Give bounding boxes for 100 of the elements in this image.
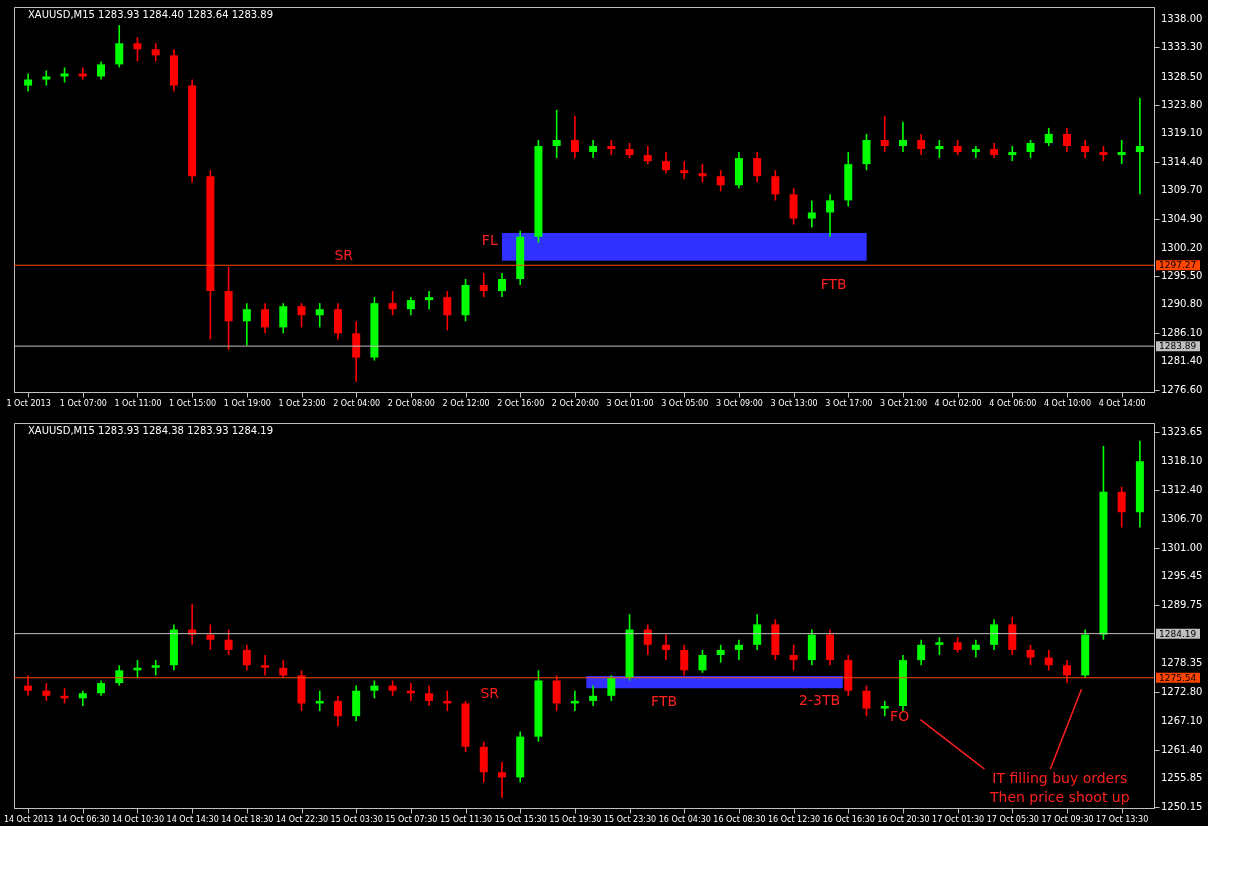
candlestick [643,623,652,656]
candlestick [333,695,342,728]
candlestick [826,193,835,238]
x-tick-label: 2 Oct 20:00 [551,398,599,408]
candlestick [261,654,270,677]
candlestick [1135,96,1144,196]
candlestick [133,36,142,63]
x-tick-label: 2 Oct 12:00 [442,398,490,408]
y-tick-label: 1278.35 [1161,657,1203,669]
chart-title: XAUUSD,M15 1283.93 1284.38 1283.93 1284.19 [28,425,274,436]
x-tick-label: 3 Oct 17:00 [825,398,873,408]
y-tick-label: 1255.85 [1161,772,1203,784]
x-tick-label: 4 Oct 06:00 [989,398,1037,408]
candlestick [662,151,671,175]
ref-line-label: 1275.54 [1159,672,1197,683]
y-tick-label: 1276.60 [1161,384,1203,396]
candlestick [880,700,889,718]
y-tick-label: 1338.00 [1161,13,1203,25]
candlestick [242,644,251,672]
annotation: FO [890,707,910,724]
x-tick-label: 16 Oct 08:30 [713,814,766,824]
x-tick-label: 15 Oct 11:30 [439,814,493,824]
x-tick-label: 16 Oct 20:30 [877,814,930,824]
candlestick [716,169,725,193]
annotation: FTB [651,693,678,710]
candlestick [425,290,434,310]
y-tick-label: 1323.80 [1161,98,1203,110]
y-tick-label: 1328.50 [1161,70,1203,82]
candlestick [734,638,743,661]
candlestick [698,163,707,184]
x-tick-label: 16 Oct 16:30 [822,814,875,824]
x-tick-label: 14 Oct 14:30 [166,814,219,824]
x-tick-label: 3 Oct 09:00 [715,398,763,408]
y-tick-label: 1309.70 [1161,184,1203,196]
y-tick-label: 1281.40 [1161,355,1203,367]
x-tick-label: 15 Oct 07:30 [385,814,438,824]
y-tick-label: 1323.65 [1161,426,1203,438]
x-tick-label: 15 Oct 23:30 [603,814,657,824]
ref-line-label: 1297.27 [1159,260,1197,271]
y-tick-label: 1333.30 [1161,41,1203,53]
candlestick [78,66,87,81]
candlestick [570,114,579,159]
ref-line-label: 1284.19 [1159,628,1197,639]
candlestick [880,114,889,153]
annotation: FTB [820,275,847,292]
x-tick-label: 1 Oct 15:00 [169,398,217,408]
x-tick-label: 1 Oct 07:00 [59,398,107,408]
candlestick [151,42,160,63]
annotation: 2-3TB [799,691,841,708]
candlestick [680,160,689,181]
candlestick [224,628,233,656]
candlestick [97,60,106,81]
candlestick [24,674,33,697]
chart-title: XAUUSD,M15 1283.93 1284.40 1283.64 1283.89 [28,9,274,20]
x-tick-label: 17 Oct 01:30 [932,814,985,824]
x-tick-label: 15 Oct 15:30 [494,814,547,824]
y-tick-label: 1250.15 [1161,801,1203,813]
candlestick [206,623,215,651]
x-tick-label: 14 Oct 18:30 [221,814,274,824]
y-tick-label: 1300.20 [1161,241,1203,253]
candlestick [552,108,561,159]
y-tick-label: 1304.90 [1161,213,1203,225]
y-tick-label: 1272.80 [1161,685,1203,697]
candlestick [662,633,671,661]
annotation: SR [334,247,354,264]
x-tick-label: 17 Oct 09:30 [1041,814,1094,824]
candlestick [497,272,506,298]
candlestick [589,684,598,707]
y-tick-label: 1318.10 [1161,454,1203,466]
annotation: IT filling buy orders [992,769,1128,786]
candlestick [242,302,251,347]
candlestick [443,290,452,332]
candlestick [898,121,907,153]
x-tick-label: 1 Oct 19:00 [223,398,271,408]
candlestick [1062,659,1071,684]
x-tick-label: 14 Oct 06:30 [57,814,110,824]
candlestick [917,638,926,667]
y-tick-label: 1289.75 [1161,599,1203,611]
candlestick [862,684,871,718]
candlestick [115,664,124,687]
ref-line-label: 1283.89 [1159,341,1197,352]
x-tick-label: 2 Oct 04:00 [333,398,381,408]
y-tick-label: 1306.70 [1161,512,1203,524]
candlestick [1026,644,1035,667]
y-tick-label: 1267.10 [1161,714,1203,726]
x-tick-label: 1 Oct 2013 [6,398,51,408]
x-tick-label: 3 Oct 01:00 [606,398,654,408]
x-tick-label: 4 Oct 10:00 [1043,398,1092,408]
y-tick-label: 1295.45 [1161,570,1203,582]
candlestick [297,302,306,329]
candlestick [1117,139,1126,165]
x-tick-label: 16 Oct 04:30 [658,814,711,824]
candlestick [680,644,689,677]
x-tick-label: 2 Oct 08:00 [387,398,435,408]
candlestick [388,290,397,317]
candlestick [935,139,944,159]
y-tick-label: 1314.40 [1161,155,1203,167]
annotation: Then price shoot up [988,788,1130,805]
candlestick [279,302,288,335]
candlestick [753,613,762,651]
